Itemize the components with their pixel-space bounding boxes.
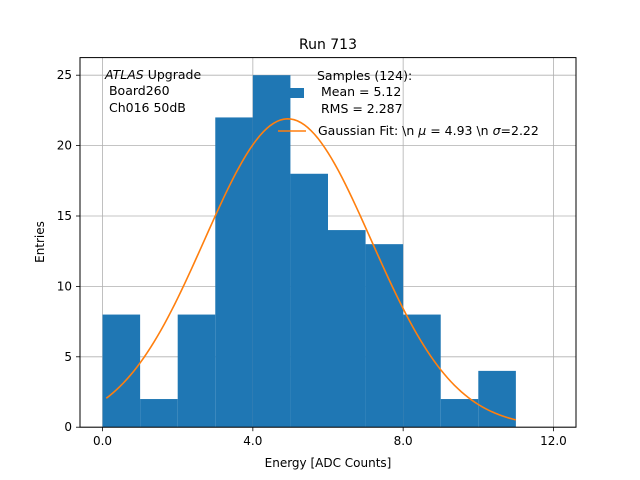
x-axis-ticks: 0.0 4.0 8.0 12.0: [93, 427, 567, 448]
legend-fit-prefix: Gaussian Fit: \n: [318, 123, 418, 138]
legend-hist-line-1: Samples (124):: [317, 68, 412, 83]
histogram-bar: [252, 75, 291, 428]
legend-hist-swatch: [290, 88, 304, 98]
histogram-bar: [403, 314, 441, 428]
fit-layer: [105, 118, 517, 421]
x-axis-label: Energy [ADC Counts]: [265, 456, 392, 470]
plot-frame: [79, 57, 577, 428]
histogram-bar: [177, 314, 216, 428]
histogram-bar: [440, 399, 479, 428]
y-tick-label: 20: [57, 139, 72, 153]
x-tick-label: 12.0: [540, 434, 567, 448]
gaussian-fit-line: [105, 118, 517, 421]
annotation-line-3: Ch016 50dB: [105, 100, 186, 115]
legend: Samples (124): Mean = 5.12 RMS = 2.287 G…: [278, 68, 539, 138]
y-axis-ticks: 0 5 10 15 20 25: [57, 68, 80, 434]
histogram-bar: [215, 117, 253, 428]
histogram-bar: [290, 173, 328, 428]
histogram-bar: [328, 230, 366, 428]
x-tick-label: 8.0: [394, 434, 413, 448]
y-tick-label: 25: [57, 68, 72, 82]
legend-fit-sigma-symbol: σ: [493, 123, 502, 138]
legend-hist-line-2: Mean = 5.12: [317, 84, 401, 99]
legend-fit-label: Gaussian Fit: \n μ = 4.93 \n σ=2.22: [318, 123, 539, 138]
y-axis-label: Entries: [33, 221, 47, 263]
legend-fit-mu-symbol: μ: [417, 123, 426, 138]
y-tick-label: 10: [57, 279, 72, 293]
annotation-line-2: Board260: [105, 83, 170, 98]
y-tick-label: 0: [64, 420, 72, 434]
legend-fit-sigma-value: =2.22: [501, 123, 539, 138]
histogram-bar: [365, 244, 404, 428]
chart-title: Run 713: [299, 37, 357, 53]
x-tick-label: 0.0: [93, 434, 112, 448]
x-tick-label: 4.0: [243, 434, 262, 448]
legend-hist-line-3: RMS = 2.287: [317, 101, 403, 116]
y-tick-label: 15: [57, 209, 72, 223]
annotation-box: ATLAS Upgrade Board260 Ch016 50dB: [104, 67, 201, 115]
annotation-line-1: ATLAS Upgrade: [104, 67, 201, 82]
legend-fit-mu-value: = 4.93 \n: [426, 123, 492, 138]
annotation-experiment-suffix: Upgrade: [144, 67, 202, 82]
histogram-bar: [140, 399, 178, 428]
annotation-experiment: ATLAS: [104, 67, 144, 82]
y-tick-label: 5: [64, 350, 72, 364]
